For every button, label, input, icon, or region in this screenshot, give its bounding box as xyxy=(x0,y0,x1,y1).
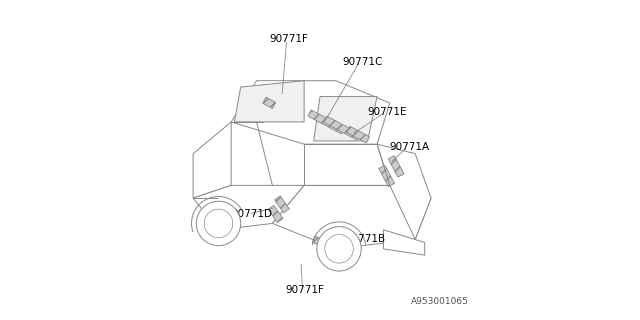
Bar xyxy=(312,236,334,249)
Polygon shape xyxy=(193,185,304,230)
Polygon shape xyxy=(193,122,231,198)
Text: 90771F: 90771F xyxy=(285,285,324,295)
Bar xyxy=(347,126,369,143)
Bar xyxy=(275,196,289,213)
Text: 90771F: 90771F xyxy=(269,35,308,44)
Polygon shape xyxy=(273,185,431,249)
Text: 90771E: 90771E xyxy=(367,108,407,117)
Bar xyxy=(324,116,361,140)
Bar xyxy=(268,205,283,222)
Bar xyxy=(379,165,394,187)
Circle shape xyxy=(317,227,361,271)
Text: 90771B: 90771B xyxy=(346,234,385,244)
Text: 90771A: 90771A xyxy=(390,142,430,152)
Text: A953001065: A953001065 xyxy=(412,297,469,306)
Text: 90771D: 90771D xyxy=(231,209,272,219)
Circle shape xyxy=(324,235,353,263)
Text: 90771C: 90771C xyxy=(342,57,383,67)
Bar xyxy=(262,97,276,108)
Circle shape xyxy=(204,209,233,238)
Polygon shape xyxy=(377,144,431,239)
Bar xyxy=(388,156,404,177)
Bar xyxy=(308,110,345,134)
Polygon shape xyxy=(234,81,304,122)
Polygon shape xyxy=(314,97,377,141)
Polygon shape xyxy=(231,81,390,144)
Circle shape xyxy=(196,201,241,246)
Polygon shape xyxy=(383,230,425,255)
